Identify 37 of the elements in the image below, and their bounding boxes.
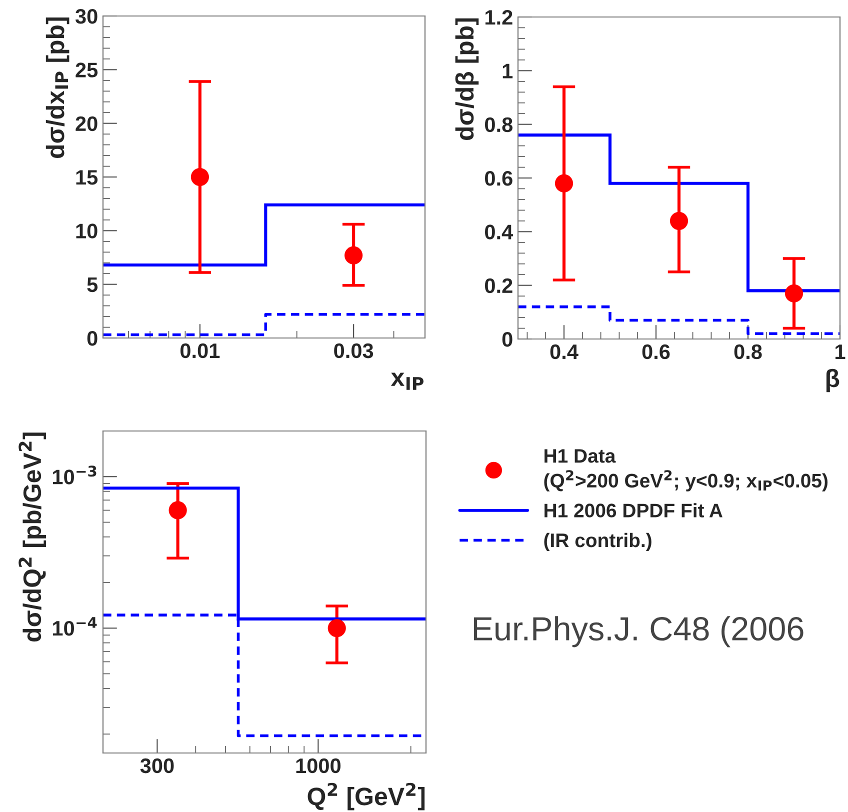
y-axis-title: dσ/dx$_{IP}$ [pb] xyxy=(46,18,70,158)
x-tick-label: 0.4 xyxy=(550,344,578,360)
x-axis-title: Q$^{2}$ [GeV$^{2}$] xyxy=(308,782,425,810)
x-tick-label: 0.01 xyxy=(180,343,220,358)
x-tick-label: 1 xyxy=(836,344,846,359)
y-axis-title: dσ/dQ$^{2}$ [pb/GeV$^{2}$] xyxy=(18,432,46,642)
x-tick-label: 0.03 xyxy=(334,343,374,358)
y-tick-label: 0.8 xyxy=(485,117,512,132)
point xyxy=(554,174,574,192)
x-tick-label: 1000 xyxy=(296,758,340,774)
y-tick-label: 5 xyxy=(87,278,98,292)
y-tick-label: 0 xyxy=(87,331,98,346)
y-tick-label: 10$^{−3}$ xyxy=(52,466,96,484)
y-axis-title: dσ/dβ [pb] xyxy=(455,18,479,140)
point xyxy=(670,212,688,230)
y-tick-label: 10 xyxy=(76,224,98,238)
x-tick-label: 0.6 xyxy=(642,344,670,360)
y-tick-label: 10$^{−4}$ xyxy=(52,617,97,636)
x-tick-label: 0.8 xyxy=(734,344,762,360)
y-tick-label: 30 xyxy=(75,9,98,24)
x-tick-label: 300 xyxy=(140,758,174,774)
y-tick-label: 25 xyxy=(76,62,98,78)
point xyxy=(784,284,804,302)
legend-label: (IR contrib.) xyxy=(544,532,652,552)
y-tick-label: 1.2 xyxy=(485,10,512,25)
legend-label: H1 Data (Q$^{2}$>200 GeV$^{2}$; y<0.9; x$_{IP}$<0.05) xyxy=(544,449,828,492)
y-tick-label: 0 xyxy=(502,332,512,347)
y-tick-label: 20 xyxy=(76,116,98,132)
y-tick-label: 0.2 xyxy=(485,278,512,294)
y-tick-label: 15 xyxy=(76,170,98,185)
text: Eur.Phys.J. C48 (2006 xyxy=(474,616,804,648)
x-axis-title: β xyxy=(826,368,840,392)
x-axis-title: x$_{IP}$ xyxy=(390,372,424,390)
y-tick-label: 0.4 xyxy=(485,224,514,240)
y-tick-label: 0.6 xyxy=(485,171,512,186)
y-tick-label: 1 xyxy=(502,64,513,78)
legend-label: H1 2006 DPDF Fit A xyxy=(544,503,722,518)
